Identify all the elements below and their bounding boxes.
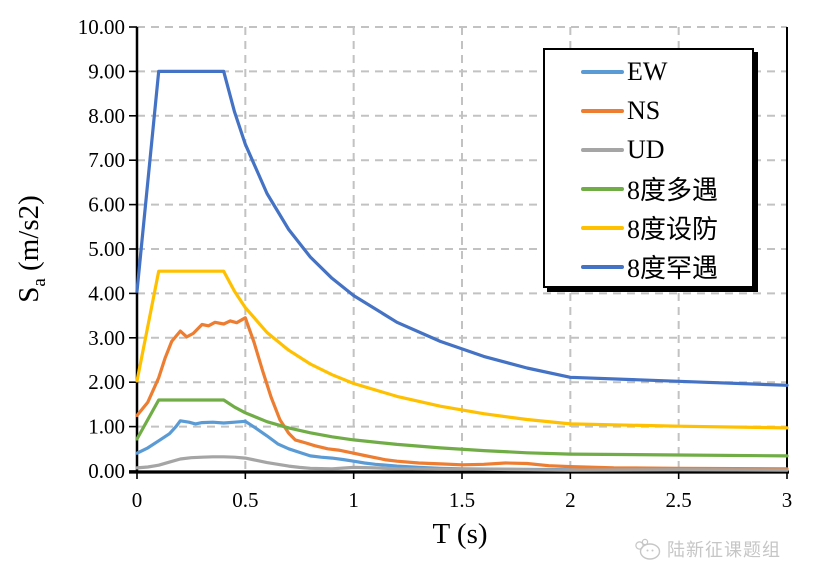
watermark-text: 陆新征课题组 [667, 540, 781, 560]
watermark: 陆新征课题组 [634, 536, 781, 562]
y-axis-title-subscript: a [28, 278, 50, 287]
x-tick-label-0: 0 [132, 488, 143, 512]
y-tick-label-6.00: 6.00 [88, 193, 125, 217]
legend-line-sample-ew [581, 69, 624, 74]
legend-line-sample-8du-shefang [581, 225, 624, 230]
legend-label-8du-shefang: 8度设防 [627, 215, 719, 244]
legend-item-8du-hanyu: 8度罕遇 [545, 247, 752, 286]
y-tick-label-3.00: 3.00 [88, 326, 125, 350]
legend-line-sample-8du-hanyu [581, 264, 624, 269]
legend-line-sample-8du-duoyu [581, 186, 624, 191]
series-line-ud [135, 455, 789, 472]
x-tick-label-1.5: 1.5 [449, 488, 475, 512]
watermark-logo-icon [635, 538, 661, 560]
legend-item-8du-shefang: 8度设防 [545, 208, 752, 247]
legend-label-ew: EW [627, 56, 668, 86]
y-tick-label-5.00: 5.00 [88, 237, 125, 261]
y-tick-label-8.00: 8.00 [88, 104, 125, 128]
legend: EW NS UD 8度多遇 8度设防 8度罕遇 [543, 48, 754, 288]
x-tick-label-0.5: 0.5 [232, 488, 258, 512]
series-line-8du-shefang [135, 269, 789, 430]
y-axis-title-base: S [13, 286, 45, 303]
x-tick-label-1: 1 [348, 488, 359, 512]
series-line-8du-duoyu [135, 398, 789, 458]
y-tick-label-9.00: 9.00 [88, 59, 125, 83]
y-tick-label-7.00: 7.00 [88, 148, 125, 172]
legend-label-ns: NS [627, 95, 661, 125]
y-axis-title: Sa (m/s2) [13, 129, 50, 369]
y-tick-label-2.00: 2.00 [88, 370, 125, 394]
y-tick-label-0.00: 0.00 [88, 459, 125, 483]
x-tick-label-3: 3 [782, 488, 793, 512]
legend-line-sample-ns [581, 108, 624, 113]
y-tick-label-1.00: 1.00 [88, 415, 125, 439]
legend-item-ud: UD [545, 130, 752, 169]
y-tick-label-4.00: 4.00 [88, 281, 125, 305]
legend-item-ew: EW [545, 52, 752, 91]
series-line-8du-hanyu [135, 69, 789, 387]
y-tick-label-10.00: 10.00 [78, 15, 125, 39]
x-tick-label-2.5: 2.5 [666, 488, 692, 512]
legend-label-8du-hanyu: 8度罕遇 [627, 254, 719, 283]
legend-item-8du-duoyu: 8度多遇 [545, 169, 752, 208]
x-axis-title: T (s) [432, 518, 488, 550]
legend-item-ns: NS [545, 91, 752, 130]
y-axis-title-units: (m/s2) [13, 195, 45, 279]
legend-line-sample-ud [581, 147, 624, 152]
legend-label-8du-duoyu: 8度多遇 [627, 176, 719, 205]
legend-label-ud: UD [627, 134, 665, 164]
x-tick-label-2: 2 [565, 488, 576, 512]
series-line-ns [135, 316, 789, 471]
